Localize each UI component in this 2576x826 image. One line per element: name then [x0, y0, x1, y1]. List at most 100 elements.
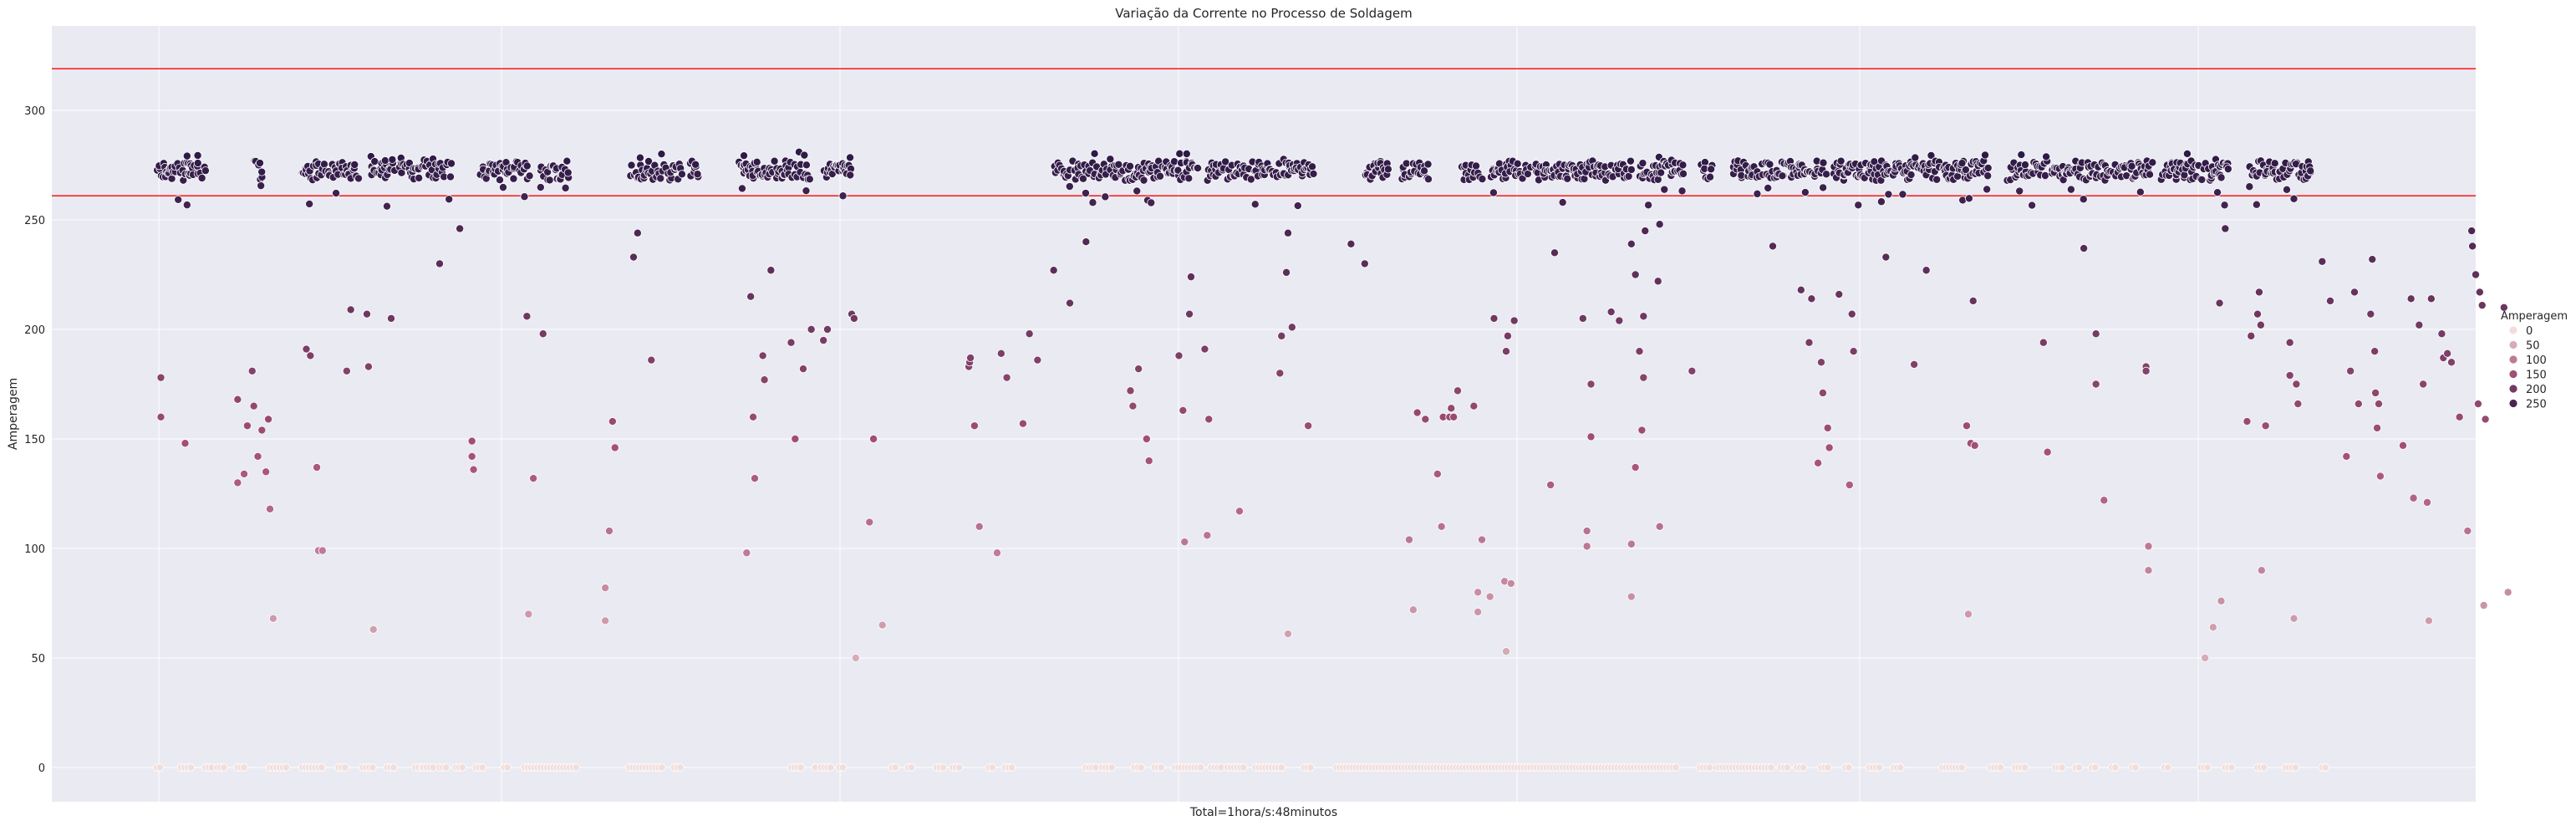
data-point [2321, 763, 2329, 772]
data-point [996, 349, 1005, 358]
data-point [529, 474, 538, 483]
data-point [2349, 288, 2359, 297]
data-point [1142, 435, 1151, 444]
data-point [563, 156, 572, 166]
data-point [2342, 451, 2351, 461]
legend-title: Amperagem [2501, 310, 2568, 323]
data-point [456, 224, 465, 233]
data-point [509, 174, 518, 183]
data-points [152, 147, 2512, 772]
data-point [1626, 156, 1635, 166]
data-point [446, 172, 456, 181]
data-point [1764, 183, 1773, 192]
data-point [156, 373, 165, 382]
data-point [601, 584, 610, 593]
data-point [2471, 270, 2480, 279]
data-point [2368, 255, 2377, 264]
data-point [1884, 190, 1893, 199]
data-point [386, 314, 395, 323]
data-point [302, 344, 311, 354]
data-point [742, 548, 751, 558]
data-point [186, 763, 195, 772]
data-point [1082, 237, 1091, 247]
data-point [1347, 239, 1356, 248]
legend-marker [2508, 370, 2518, 379]
data-point [869, 435, 878, 444]
data-point [1408, 605, 1418, 614]
data-point [851, 654, 860, 663]
data-point [1660, 185, 1669, 194]
data-point [2477, 301, 2487, 310]
data-point [2252, 200, 2261, 209]
data-point [2282, 185, 2291, 194]
data-point [2017, 150, 2026, 160]
data-point [865, 518, 874, 527]
data-point [1405, 535, 1414, 544]
data-point [1849, 347, 1858, 356]
data-point [1627, 239, 1636, 248]
data-point [1586, 432, 1596, 441]
data-point [1627, 165, 1636, 174]
data-point [305, 199, 314, 208]
data-point [1284, 228, 1293, 237]
data-point [2066, 185, 2075, 194]
data-point [2020, 161, 2029, 170]
data-point [2292, 380, 2301, 389]
data-point [752, 157, 761, 166]
data-point [446, 159, 456, 168]
data-point [1423, 175, 1433, 184]
data-point [2091, 329, 2100, 339]
data-point [627, 161, 636, 170]
data-point [635, 153, 644, 162]
data-point [563, 168, 573, 177]
data-point [770, 156, 779, 166]
data-point [2419, 380, 2428, 389]
data-point [1478, 175, 1487, 184]
data-point [1090, 149, 1099, 158]
data-point [1137, 763, 1145, 772]
data-point [197, 174, 206, 183]
data-point [1277, 331, 1286, 340]
data-point [2455, 412, 2464, 421]
legend-label: 250 [2526, 399, 2547, 411]
data-point [1983, 163, 1993, 172]
data-point [797, 763, 805, 772]
data-point [802, 161, 811, 170]
y-tick-label: 150 [24, 434, 45, 446]
data-point [1007, 763, 1016, 772]
data-point [1578, 314, 1587, 323]
data-point [380, 156, 389, 166]
y-tick-label: 50 [31, 653, 45, 665]
data-point [1953, 171, 1963, 181]
data-point [2141, 366, 2151, 375]
data-point [1134, 365, 1143, 374]
data-point [2020, 763, 2029, 772]
data-point [2468, 242, 2477, 251]
data-point [955, 763, 964, 772]
data-point [2291, 763, 2300, 772]
data-point [469, 465, 478, 474]
data-point [415, 173, 424, 182]
data-point [1639, 373, 1648, 382]
legend-marker [2508, 340, 2518, 349]
data-point [1503, 331, 1512, 340]
data-point [1469, 401, 1479, 410]
data-point [2446, 358, 2456, 367]
data-point [2318, 257, 2327, 266]
data-point [268, 614, 277, 623]
data-point [332, 189, 341, 198]
data-point [370, 157, 379, 166]
data-point [341, 763, 349, 772]
data-point [1961, 166, 1970, 175]
data-point [2373, 423, 2382, 432]
data-point [1835, 290, 1844, 299]
data-point [787, 338, 796, 347]
data-point [1437, 522, 1446, 531]
data-point [766, 266, 776, 275]
data-point [1641, 227, 1650, 236]
data-point [242, 421, 252, 431]
data-point [629, 252, 639, 262]
data-point [1845, 763, 1853, 772]
data-point [1144, 456, 1153, 466]
